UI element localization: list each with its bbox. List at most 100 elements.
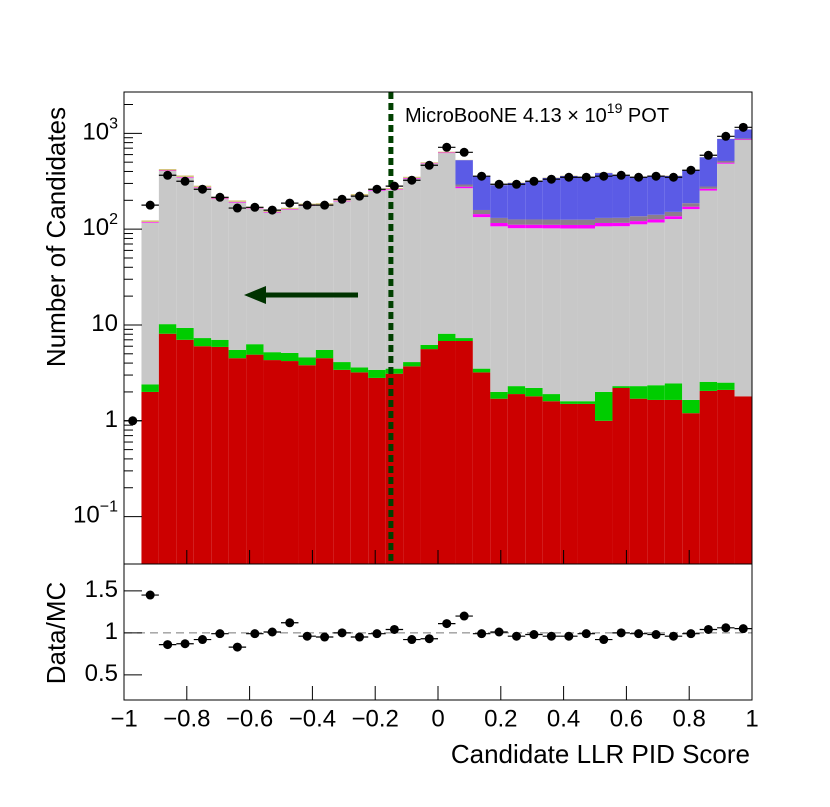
bar-segment xyxy=(629,216,648,222)
bar-segment xyxy=(420,163,438,345)
bar-segment xyxy=(158,169,177,171)
data-point xyxy=(337,194,347,204)
bar-segment xyxy=(472,209,491,215)
data-point xyxy=(215,192,225,202)
y-tick-label: 1 xyxy=(105,618,118,645)
bar-segment xyxy=(734,129,752,139)
bar-segment xyxy=(350,367,369,373)
bar-segment xyxy=(228,349,247,359)
ratio-point xyxy=(529,630,539,640)
bar-segment xyxy=(403,362,421,367)
data-point xyxy=(686,165,696,175)
data-point xyxy=(407,175,417,185)
data-point xyxy=(529,176,539,186)
bar-segment xyxy=(350,372,369,564)
bar-segment xyxy=(629,224,648,387)
bar-segment xyxy=(263,352,281,361)
y-tick-label: 1.5 xyxy=(85,576,118,603)
y-tick-label: 1 xyxy=(105,406,118,433)
data-point xyxy=(651,171,661,181)
bar-segment xyxy=(507,182,526,220)
bar-segment xyxy=(507,228,526,387)
bar-segment xyxy=(647,175,665,215)
ratio-point xyxy=(424,634,434,644)
y-tick-base: 10 xyxy=(73,502,100,529)
bar-segment xyxy=(246,208,264,345)
bar-segment xyxy=(542,224,561,229)
bar-segment xyxy=(228,200,247,202)
bar-segment xyxy=(595,173,613,218)
bar-segment xyxy=(682,399,700,414)
ratio-point xyxy=(442,619,452,629)
data-point xyxy=(442,142,452,152)
bar-segment xyxy=(490,391,508,399)
bar-segment xyxy=(595,222,613,227)
bar-segment xyxy=(281,209,299,210)
bar-segment xyxy=(211,339,229,347)
bar-segment xyxy=(490,398,508,564)
bar-segment xyxy=(647,385,665,400)
bar-segment xyxy=(507,394,526,564)
bar-segment xyxy=(281,352,299,362)
ratio-point xyxy=(651,630,661,640)
bar-segment xyxy=(699,381,718,391)
x-tick-label: −1 xyxy=(110,705,137,732)
ratio-point xyxy=(512,631,521,641)
bar-segment xyxy=(507,386,526,395)
bar-segment xyxy=(525,228,543,388)
bar-segment xyxy=(525,180,543,220)
x-tick-label: 0.4 xyxy=(547,705,580,732)
bar-segment xyxy=(577,228,595,402)
bar-segment xyxy=(333,362,351,370)
ratio-point xyxy=(285,618,295,628)
bar-segment xyxy=(403,178,421,363)
x-tick-label: −0.6 xyxy=(226,705,273,732)
bar-segment xyxy=(472,217,491,369)
bar-segment xyxy=(717,162,735,164)
bar-segment xyxy=(455,338,473,342)
x-axis-title: Candidate LLR PID Score xyxy=(451,739,750,769)
bar-segment xyxy=(682,170,700,204)
y-tick-label: 0.5 xyxy=(85,660,118,687)
bar-segment xyxy=(560,224,578,229)
bar-segment xyxy=(647,214,665,220)
data-point xyxy=(634,172,644,182)
data-point xyxy=(355,191,364,201)
bar-segment xyxy=(420,349,438,564)
bar-segment xyxy=(455,186,473,189)
bar-segment xyxy=(717,138,735,161)
x-tick-label: 0.8 xyxy=(673,705,706,732)
data-point xyxy=(738,122,748,132)
data-point xyxy=(302,200,312,210)
bar-segment xyxy=(699,188,718,191)
bar-segment xyxy=(560,228,578,402)
bar-segment xyxy=(438,151,456,153)
bar-segment xyxy=(577,219,595,225)
y-tick-base: 10 xyxy=(91,310,118,337)
bar-segment xyxy=(629,398,648,564)
bar-segment xyxy=(298,205,316,358)
bar-segment xyxy=(333,369,351,564)
bar-segment xyxy=(664,383,683,400)
bar-segment xyxy=(281,207,299,210)
data-point xyxy=(564,172,574,182)
y-tick-exponent: 2 xyxy=(109,211,118,228)
bar-segment xyxy=(246,354,264,564)
data-point xyxy=(669,172,678,182)
bar-segment xyxy=(629,386,648,399)
data-point xyxy=(616,170,626,180)
bar-segment xyxy=(577,401,595,404)
bar-segment xyxy=(682,203,700,207)
bar-segment xyxy=(263,212,281,353)
bar-segment xyxy=(472,214,491,218)
bar-segment xyxy=(612,175,630,218)
bar-segment xyxy=(699,157,718,187)
ratio-point xyxy=(634,629,644,639)
annotation-exponent: 19 xyxy=(607,100,623,116)
data-point xyxy=(180,176,190,186)
bar-segment xyxy=(281,361,299,564)
bar-segment xyxy=(629,221,648,225)
bar-segment xyxy=(560,401,578,404)
bar-segment xyxy=(228,202,247,350)
